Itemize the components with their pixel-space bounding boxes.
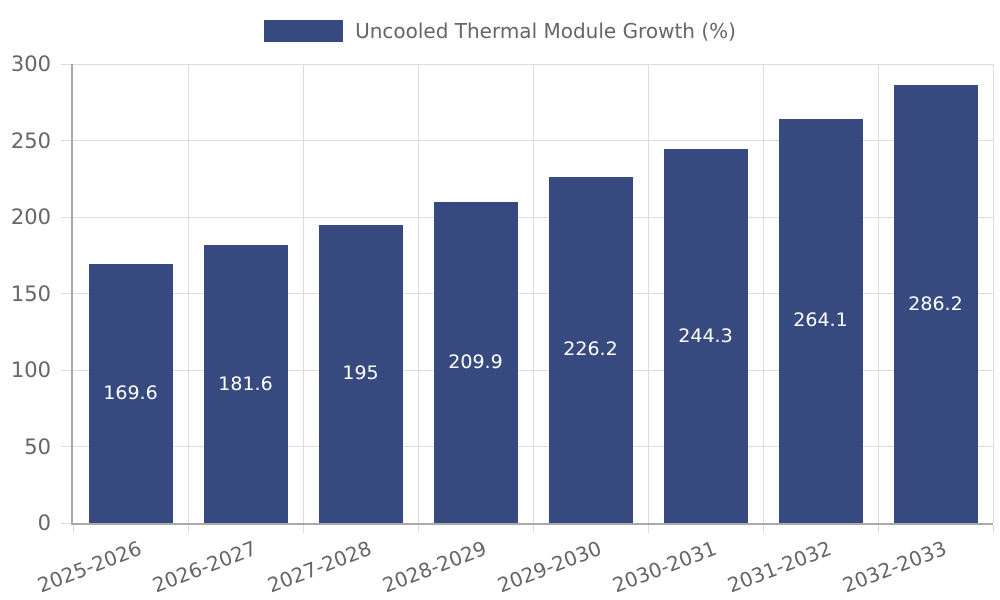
bar-value-label: 264.1 [793, 309, 848, 332]
bar[interactable]: 181.6 [203, 245, 288, 523]
v-gridline [187, 64, 189, 523]
v-gridline [417, 64, 419, 523]
x-tick-label: 2032-2033 [839, 536, 951, 598]
bar-value-label: 286.2 [908, 292, 963, 315]
y-tick-label: 200 [10, 205, 51, 229]
x-axis-tick [72, 525, 74, 533]
v-gridline [532, 64, 534, 523]
v-gridline [877, 64, 879, 523]
y-tick-label: 300 [10, 52, 51, 76]
y-tick-label: 50 [24, 434, 51, 459]
plot-area: 0 50 100 150 200 250 300 169.6 181.6 195 209.9 226.… [11, 52, 994, 597]
bar-value-label: 181.6 [218, 372, 273, 395]
x-tick-label: 2027-2028 [264, 536, 376, 598]
x-axis-tick [762, 525, 764, 533]
x-axis-tick [302, 525, 304, 533]
x-axis-tick [532, 525, 534, 533]
bar-value-label: 195 [342, 362, 379, 385]
y-tick-label: 250 [10, 128, 51, 153]
y-axis-tick [61, 216, 71, 218]
bar[interactable]: 226.2 [548, 176, 633, 523]
v-gridline [992, 64, 994, 523]
y-axis-line [71, 64, 73, 525]
x-tick-label: 2028-2029 [379, 536, 491, 598]
legend-label: Uncooled Thermal Module Growth (%) [355, 19, 736, 43]
y-tick-label: 100 [10, 358, 51, 382]
legend-swatch [264, 20, 344, 42]
bar-value-label: 209.9 [448, 350, 503, 373]
bar[interactable]: 195 [318, 224, 403, 523]
y-axis-tick [61, 63, 71, 65]
bar-value-label: 244.3 [678, 324, 733, 347]
x-tick-label: 2029-2030 [494, 536, 606, 598]
x-axis-tick [187, 525, 189, 533]
bar[interactable]: 286.2 [893, 85, 978, 523]
x-tick-label: 2025-2026 [34, 536, 146, 598]
x-axis-tick [992, 525, 994, 533]
bar[interactable]: 169.6 [88, 263, 173, 523]
bar-value-label: 226.2 [563, 338, 618, 361]
x-axis-tick [417, 525, 419, 533]
bar[interactable]: 244.3 [663, 149, 748, 523]
x-tick-label: 2030-2031 [609, 536, 721, 598]
bar-value-label: 169.6 [103, 381, 158, 404]
x-axis-tick [647, 525, 649, 533]
x-axis-tick [877, 525, 879, 533]
x-axis-line [71, 523, 993, 525]
y-axis-tick [61, 140, 71, 141]
v-gridline [762, 64, 764, 523]
y-tick-label: 150 [10, 281, 51, 306]
y-axis-tick [61, 293, 71, 294]
bar[interactable]: 264.1 [778, 118, 863, 523]
y-axis-tick [61, 369, 71, 371]
x-tick-label: 2031-2032 [724, 536, 836, 598]
v-gridline [302, 64, 304, 523]
y-tick-label: 0 [37, 511, 51, 535]
legend-item[interactable]: Uncooled Thermal Module Growth (%) [264, 20, 736, 42]
x-tick-label: 2026-2027 [149, 536, 261, 598]
bar[interactable]: 209.9 [433, 201, 518, 523]
y-axis-tick [61, 446, 71, 447]
v-gridline [647, 64, 649, 523]
legend: Uncooled Thermal Module Growth (%) [0, 20, 1000, 42]
y-axis-tick [61, 522, 71, 524]
